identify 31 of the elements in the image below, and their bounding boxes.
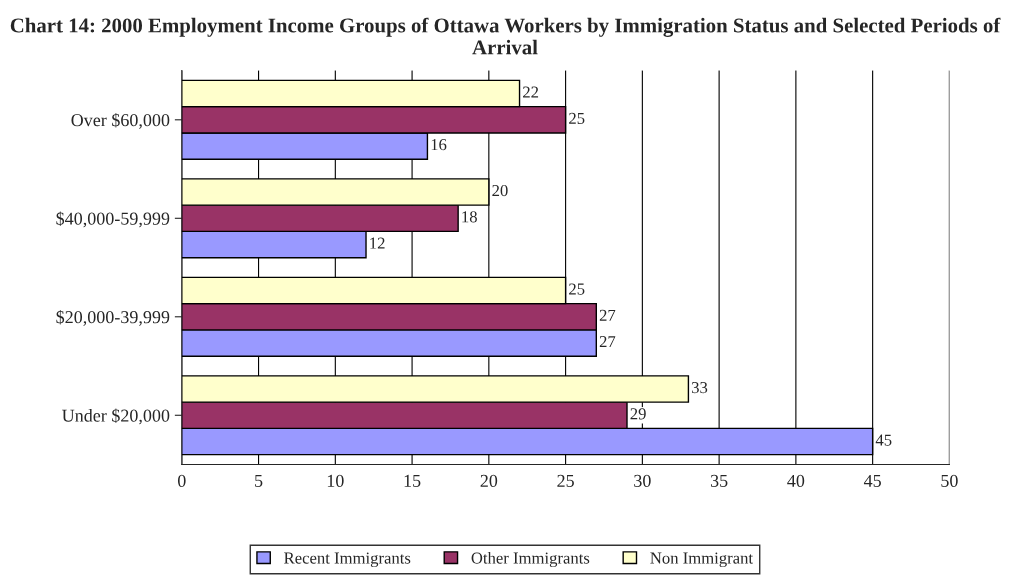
x-tick-label: 35	[710, 474, 728, 487]
data-label: 22	[523, 86, 539, 98]
x-tick-label: 5	[255, 474, 263, 487]
y-tick-label: $20,000-39,999	[56, 309, 170, 326]
y-tick-label: $40,000-59,999	[56, 211, 170, 228]
y-tick-label: Over $60,000	[71, 113, 170, 129]
y-tick-label: Under $20,000	[62, 408, 170, 425]
x-tick-label: 40	[787, 474, 805, 487]
chart-title: Chart 14: 2000 Employment Income Groups of Ottawa Workers by Immigration Status and Selected Periods of Arrival	[10, 17, 1001, 55]
x-tick-label: 30	[634, 474, 651, 487]
data-label: 18	[462, 211, 477, 223]
data-label: 33	[691, 381, 708, 394]
x-tick-label: 15	[404, 474, 421, 487]
data-label: 16	[431, 139, 447, 151]
legend-label: Other Immigrants	[471, 551, 590, 568]
legend-label: Non Immigrant	[650, 552, 753, 568]
x-tick-label: 0	[177, 474, 186, 487]
data-label: 29	[630, 408, 646, 420]
data-label: 27	[599, 309, 616, 321]
x-tick-label: 45	[863, 474, 881, 487]
legend-label: Recent Immigrants	[284, 552, 411, 568]
data-label: 20	[492, 184, 508, 197]
x-tick-label: 25	[557, 474, 574, 487]
data-label: 25	[569, 112, 585, 124]
x-tick-label: 50	[941, 474, 958, 487]
data-label: 27	[599, 336, 616, 348]
data-label: 25	[569, 283, 585, 295]
x-tick-label: 20	[480, 474, 498, 487]
data-label: 45	[875, 434, 892, 446]
data-label: 12	[370, 237, 385, 249]
x-tick-label: 10	[327, 474, 344, 487]
